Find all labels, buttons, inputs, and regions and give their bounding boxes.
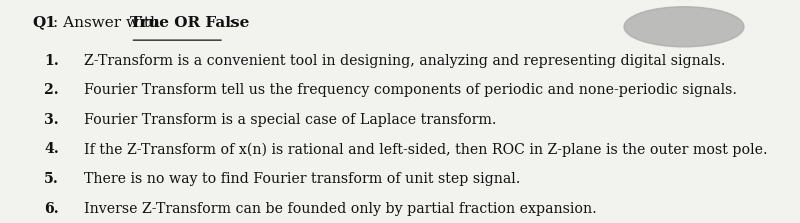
Ellipse shape	[624, 7, 744, 47]
Text: 2.: 2.	[44, 83, 58, 97]
Text: 4.: 4.	[44, 142, 58, 157]
Text: True OR False: True OR False	[130, 16, 250, 30]
Text: Z-Transform is a convenient tool in designing, analyzing and representing digita: Z-Transform is a convenient tool in desi…	[84, 54, 726, 68]
Text: 1.: 1.	[44, 54, 58, 68]
Text: Q1: Q1	[32, 16, 56, 30]
Text: 6.: 6.	[44, 202, 58, 216]
Text: If the Z-Transform of x(n) is rational and left-sided, then ROC in Z-plane is th: If the Z-Transform of x(n) is rational a…	[84, 142, 768, 157]
Text: Inverse Z-Transform can be founded only by partial fraction expansion.: Inverse Z-Transform can be founded only …	[84, 202, 597, 216]
Text: Fourier Transform is a special case of Laplace transform.: Fourier Transform is a special case of L…	[84, 113, 497, 127]
Text: Fourier Transform tell us the frequency components of periodic and none-periodic: Fourier Transform tell us the frequency …	[84, 83, 737, 97]
Text: :: :	[228, 16, 234, 30]
Text: 5.: 5.	[44, 172, 58, 186]
Text: : Answer with: : Answer with	[53, 16, 165, 30]
Text: There is no way to find Fourier transform of unit step signal.: There is no way to find Fourier transfor…	[84, 172, 520, 186]
Text: 3.: 3.	[44, 113, 58, 127]
